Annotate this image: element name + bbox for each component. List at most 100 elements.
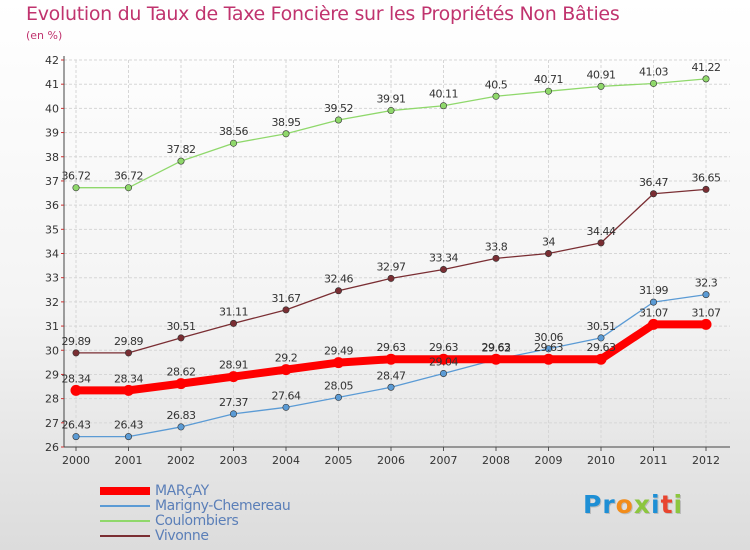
y-tick-label: 28 (45, 393, 59, 406)
logo-letter: o (615, 490, 634, 519)
data-point (177, 423, 185, 431)
data-point (387, 383, 395, 391)
data-label: 40.71 (534, 73, 563, 86)
y-tick-label: 34 (45, 248, 59, 261)
data-label: 28.05 (324, 379, 353, 392)
data-point (385, 353, 397, 365)
legend-label: Vivonne (155, 528, 209, 544)
y-tick-label: 35 (45, 223, 59, 236)
x-tick-label: 2001 (115, 454, 143, 467)
data-label: 32.97 (377, 260, 406, 273)
x-tick-label: 2007 (430, 454, 458, 467)
legend-item: Marigny-Chemereau (100, 498, 360, 514)
data-point (282, 130, 290, 138)
x-tick-label: 2000 (62, 454, 90, 467)
data-point (597, 334, 605, 342)
data-label: 26.83 (167, 409, 196, 422)
data-point (387, 107, 395, 115)
y-tick-label: 42 (45, 54, 59, 67)
data-point (177, 157, 185, 165)
axes: 26 27 28 29 30 31 32 33 34 35 36 37 38 39 40 41 42 2000 20… (45, 54, 730, 467)
logo-letter: i (673, 490, 684, 519)
x-tick-label: 2003 (220, 454, 248, 467)
data-point (228, 371, 239, 383)
data-label: 26.43 (114, 419, 143, 432)
data-point (439, 369, 447, 377)
data-point (333, 357, 344, 369)
data-label: 39.52 (324, 102, 353, 115)
data-label: 30.51 (167, 320, 196, 333)
y-tick-label: 27 (45, 417, 59, 430)
data-point (177, 334, 185, 342)
y-tick-label: 36 (45, 199, 59, 212)
proxiti-logo: Proxiti (583, 490, 683, 519)
data-point (70, 384, 82, 396)
data-label: 26.43 (62, 419, 91, 432)
y-tick-label: 40 (45, 102, 59, 115)
data-label: 38.95 (272, 116, 301, 129)
x-tick-label: 2010 (587, 454, 615, 467)
data-label: 31.99 (639, 284, 668, 297)
data-point (649, 79, 657, 87)
data-label: 29.49 (324, 345, 353, 358)
x-tick-label: 2004 (272, 454, 300, 467)
data-point (492, 92, 500, 100)
data-label: 34.44 (587, 225, 616, 238)
data-point (544, 250, 552, 258)
data-label: 29.04 (429, 355, 458, 368)
data-point (125, 433, 133, 441)
data-label: 37.82 (167, 143, 196, 156)
chart-title: Evolution du Taux de Taxe Foncière sur l… (26, 3, 620, 25)
data-label: 40.91 (587, 68, 616, 81)
data-label: 32.3 (695, 277, 718, 290)
data-label: 29.62 (482, 341, 511, 354)
data-point (438, 353, 449, 365)
data-label: 36.72 (114, 170, 143, 183)
data-point (700, 318, 712, 330)
x-tick-label: 2009 (535, 454, 563, 467)
y-tick-label: 37 (45, 175, 59, 188)
data-label: 30.06 (534, 331, 563, 344)
data-label: 28.62 (167, 366, 196, 379)
data-label: 34 (542, 236, 555, 249)
data-point (648, 318, 659, 330)
y-tick-label: 33 (45, 272, 59, 285)
data-point (649, 298, 657, 306)
data-point (125, 349, 133, 357)
data-point (282, 403, 290, 411)
data-point (490, 353, 502, 365)
data-label: 31.67 (272, 292, 301, 305)
data-point (595, 353, 607, 365)
data-point (597, 82, 605, 90)
data-label: 36.47 (639, 176, 668, 189)
y-tick-label: 39 (45, 127, 59, 140)
data-label: 29.89 (114, 335, 143, 348)
data-point (334, 116, 342, 124)
data-label: 31.07 (639, 306, 668, 319)
logo-letter: r (602, 490, 616, 519)
data-point (439, 102, 447, 110)
grid (64, 59, 730, 448)
data-label: 27.37 (219, 396, 248, 409)
legend-swatch (100, 520, 150, 522)
y-tick-label: 29 (45, 368, 59, 381)
data-label: 29.63 (482, 341, 511, 354)
data-label: 38.56 (219, 125, 248, 138)
legend: MARçAY Marigny-Chemereau Coulombiers Vivonn… (100, 483, 360, 544)
y-tick-label: 41 (45, 78, 59, 91)
data-point (702, 291, 710, 299)
logo-letter: t (660, 490, 674, 519)
y-tick-label: 31 (45, 320, 59, 333)
data-label: 29.63 (377, 341, 406, 354)
data-label: 40.5 (485, 78, 508, 91)
data-point (72, 349, 80, 357)
data-label: 27.64 (272, 389, 301, 402)
y-tick-label: 30 (45, 344, 59, 357)
y-tick-label: 26 (45, 441, 59, 454)
data-label: 29.2 (275, 352, 298, 365)
legend-label: Marigny-Chemereau (155, 498, 291, 514)
data-point (230, 139, 238, 147)
data-point (702, 75, 710, 83)
x-tick-label: 2011 (640, 454, 668, 467)
